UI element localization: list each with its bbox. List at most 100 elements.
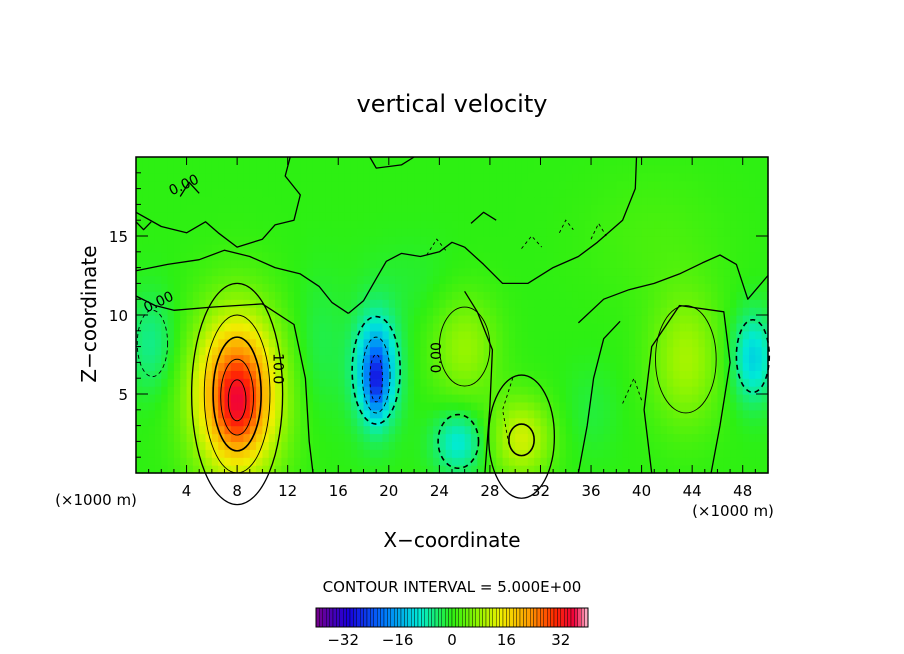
field-cell bbox=[559, 354, 567, 363]
field-cell bbox=[635, 259, 643, 269]
field-cell bbox=[628, 291, 636, 300]
field-cell bbox=[673, 315, 681, 324]
field-cell bbox=[698, 433, 706, 442]
field-cell bbox=[439, 275, 447, 284]
field-cell bbox=[369, 212, 377, 221]
field-cell bbox=[559, 401, 567, 411]
field-cell bbox=[199, 354, 207, 363]
field-cell bbox=[350, 157, 358, 166]
field-cell bbox=[508, 251, 516, 261]
field-cell bbox=[591, 409, 598, 419]
field-cell bbox=[275, 401, 282, 411]
field-cell bbox=[281, 275, 289, 284]
field-cell bbox=[673, 275, 681, 284]
field-cell bbox=[660, 291, 668, 300]
field-cell bbox=[483, 283, 491, 292]
field-cell bbox=[470, 409, 478, 419]
field-cell bbox=[319, 457, 327, 466]
field-cell bbox=[312, 409, 320, 419]
field-cell bbox=[508, 322, 516, 332]
field-cell bbox=[711, 465, 719, 474]
field-cell bbox=[559, 457, 567, 466]
field-cell bbox=[470, 401, 478, 411]
field-cell bbox=[167, 409, 175, 419]
field-cell bbox=[300, 409, 308, 419]
field-cell bbox=[515, 401, 523, 411]
field-cell bbox=[414, 157, 421, 166]
field-cell bbox=[173, 378, 181, 387]
field-cell bbox=[496, 465, 504, 474]
field-cell bbox=[192, 157, 200, 166]
zero-contour bbox=[464, 290, 494, 474]
field-cell bbox=[325, 157, 333, 166]
field-cell bbox=[755, 409, 763, 419]
field-cell bbox=[388, 267, 396, 277]
field-cell bbox=[527, 354, 535, 363]
field-cell bbox=[445, 157, 453, 166]
field-cell bbox=[395, 378, 403, 387]
field-cell bbox=[287, 164, 295, 174]
negative-contour bbox=[558, 219, 574, 234]
field-cell bbox=[136, 409, 143, 419]
field-cell bbox=[578, 267, 586, 277]
field-cell bbox=[388, 330, 396, 340]
field-cell bbox=[565, 441, 573, 450]
field-cell bbox=[603, 307, 611, 316]
field-cell bbox=[262, 457, 270, 466]
field-cell bbox=[647, 322, 655, 332]
field-cell bbox=[610, 401, 617, 411]
field-cell bbox=[357, 212, 365, 221]
field-cell bbox=[723, 220, 731, 229]
field-cell bbox=[692, 370, 700, 379]
colorbar-cell bbox=[360, 607, 364, 628]
field-cell bbox=[192, 275, 200, 284]
field-cell bbox=[433, 378, 440, 387]
field-cell bbox=[388, 338, 396, 348]
field-cell bbox=[161, 172, 169, 182]
field-cell bbox=[622, 386, 630, 395]
field-cell bbox=[464, 259, 472, 269]
field-cell bbox=[256, 315, 263, 324]
field-cell bbox=[173, 267, 181, 277]
field-cell bbox=[458, 457, 466, 466]
field-cell bbox=[470, 354, 478, 363]
field-cell bbox=[243, 315, 251, 324]
field-cell bbox=[711, 275, 719, 284]
field-cell bbox=[148, 370, 156, 379]
field-cell bbox=[262, 204, 270, 213]
field-cell bbox=[319, 164, 327, 174]
field-cell bbox=[376, 283, 384, 292]
field-cell bbox=[275, 267, 282, 277]
colorbar-cell bbox=[390, 607, 395, 628]
field-cell bbox=[161, 417, 169, 427]
field-cell bbox=[325, 299, 333, 308]
field-cell bbox=[199, 449, 207, 458]
field-cell bbox=[711, 243, 719, 253]
field-cell bbox=[673, 228, 681, 237]
field-cell bbox=[610, 425, 617, 435]
field-cell bbox=[357, 164, 365, 174]
field-cell bbox=[553, 172, 561, 182]
field-cell bbox=[546, 243, 554, 253]
field-cell bbox=[553, 465, 561, 474]
field-cell bbox=[742, 425, 750, 435]
field-cell bbox=[369, 465, 377, 474]
field-cell bbox=[306, 228, 314, 237]
field-cell bbox=[376, 315, 384, 324]
field-cell bbox=[376, 457, 384, 466]
field-cell bbox=[281, 465, 289, 474]
field-cell bbox=[730, 259, 737, 269]
field-cell bbox=[287, 299, 295, 308]
field-cell bbox=[382, 267, 390, 277]
field-cell bbox=[281, 370, 289, 379]
field-cell bbox=[294, 196, 301, 205]
field-cell bbox=[647, 267, 655, 277]
field-cell bbox=[180, 457, 188, 466]
field-cell bbox=[578, 180, 586, 190]
field-cell bbox=[698, 441, 706, 450]
field-cell bbox=[148, 465, 156, 474]
field-cell bbox=[154, 283, 162, 292]
field-cell bbox=[218, 251, 226, 261]
field-cell bbox=[508, 378, 516, 387]
field-cell bbox=[578, 299, 586, 308]
